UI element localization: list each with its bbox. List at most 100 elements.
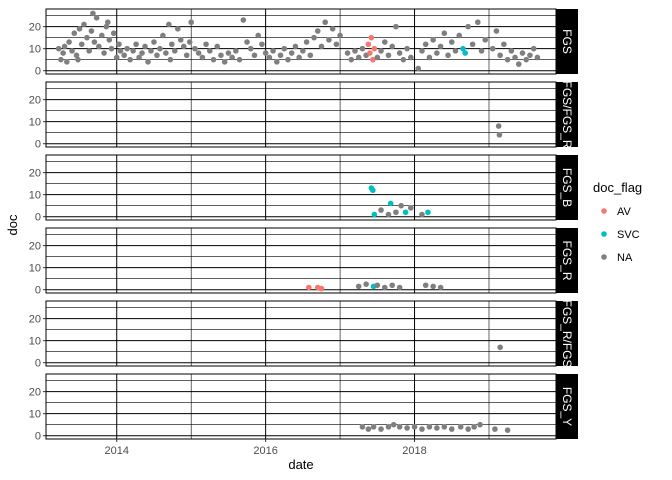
data-point (378, 426, 384, 432)
data-point (133, 41, 139, 48)
facet-panel: 0 10 20 FGS_R/FGS (29, 299, 578, 370)
data-point (389, 43, 396, 50)
data-point (387, 200, 394, 207)
facet-strip-label: FGS_B (560, 168, 574, 207)
data-point (180, 43, 187, 50)
y-tick-label: 0 (35, 66, 41, 78)
data-point (288, 50, 295, 56)
facet-strip (556, 374, 578, 439)
facet-panel: 0 10 20 FGS (29, 8, 578, 78)
data-point (148, 48, 154, 54)
data-point (240, 17, 247, 23)
facet-strip-label: FGS_R (560, 240, 574, 280)
data-point (452, 48, 459, 54)
data-point (296, 54, 302, 61)
y-tick-label: 0 (35, 431, 41, 443)
y-tick-label: 20 (29, 314, 41, 326)
data-point (106, 37, 113, 43)
panels-layer: 0 10 20 FGS 0 10 20 FGS/FGS_R 0 10 20 FGS_B 0 10 20 FGS… (29, 8, 578, 443)
data-point (496, 132, 503, 138)
data-point (311, 34, 317, 41)
legend-title: doc_flag (593, 180, 642, 195)
data-point (408, 205, 414, 211)
data-point (60, 50, 66, 56)
data-point (477, 421, 483, 428)
y-tick-label: 0 (35, 285, 41, 297)
facet-strip-label: FGS/FGS_R (560, 80, 574, 148)
data-point (58, 56, 64, 63)
data-point (247, 45, 254, 52)
data-point (389, 282, 396, 289)
data-point (422, 41, 429, 48)
data-point (426, 424, 433, 430)
data-point (66, 39, 72, 45)
data-point (172, 48, 178, 54)
legend-key (601, 208, 607, 214)
data-point (478, 48, 485, 54)
data-point (244, 39, 250, 45)
data-point (457, 424, 464, 430)
data-point (307, 52, 314, 59)
data-point (270, 48, 276, 54)
data-point (390, 421, 397, 428)
data-point (456, 32, 463, 39)
data-point (430, 283, 436, 290)
data-point (203, 41, 209, 48)
data-point (385, 52, 392, 59)
facet-strip-label: FGS (560, 29, 574, 54)
data-point (515, 61, 522, 67)
data-point (142, 43, 148, 50)
data-point (199, 54, 206, 61)
data-point (434, 425, 440, 431)
data-point (78, 41, 85, 48)
data-point (365, 41, 372, 48)
panel-border (45, 300, 557, 367)
data-point (262, 50, 269, 56)
data-point (437, 284, 444, 291)
facet-panel: 0 10 20 FGS_B (29, 154, 578, 224)
data-point (393, 23, 399, 30)
data-point (359, 424, 366, 430)
data-point (91, 39, 98, 45)
data-point (465, 426, 471, 432)
data-point (166, 21, 172, 28)
data-point (326, 37, 332, 43)
data-point (465, 23, 471, 30)
data-point (160, 32, 166, 39)
data-point (471, 424, 477, 430)
data-point (404, 45, 410, 52)
data-point (534, 54, 541, 61)
data-point (352, 48, 358, 54)
data-point (512, 54, 518, 61)
data-point (398, 202, 404, 209)
data-point (374, 54, 381, 61)
facet-panel: 0 10 20 FGS_Y (29, 373, 578, 443)
data-point (363, 281, 369, 287)
data-point (430, 37, 436, 43)
data-point (371, 45, 378, 52)
data-point (419, 426, 425, 432)
data-point (333, 41, 340, 48)
data-point (365, 426, 372, 432)
facet-strip (556, 228, 578, 293)
data-point (281, 45, 288, 52)
data-point (448, 39, 455, 45)
y-tick-label: 10 (29, 117, 41, 129)
data-point (437, 43, 444, 50)
data-point (318, 43, 325, 50)
data-point (411, 424, 418, 430)
data-point (519, 50, 526, 56)
data-point (530, 45, 537, 52)
data-point (495, 123, 502, 129)
legend-label: NA (617, 252, 633, 264)
data-point (385, 211, 392, 218)
legend-label: SVC (617, 229, 640, 241)
data-point (139, 50, 145, 56)
data-point (402, 209, 409, 216)
panel-border (45, 8, 557, 75)
data-point (174, 26, 181, 32)
y-tick-label: 0 (35, 212, 41, 224)
data-point (344, 50, 351, 56)
x-axis-title: date (288, 457, 313, 472)
